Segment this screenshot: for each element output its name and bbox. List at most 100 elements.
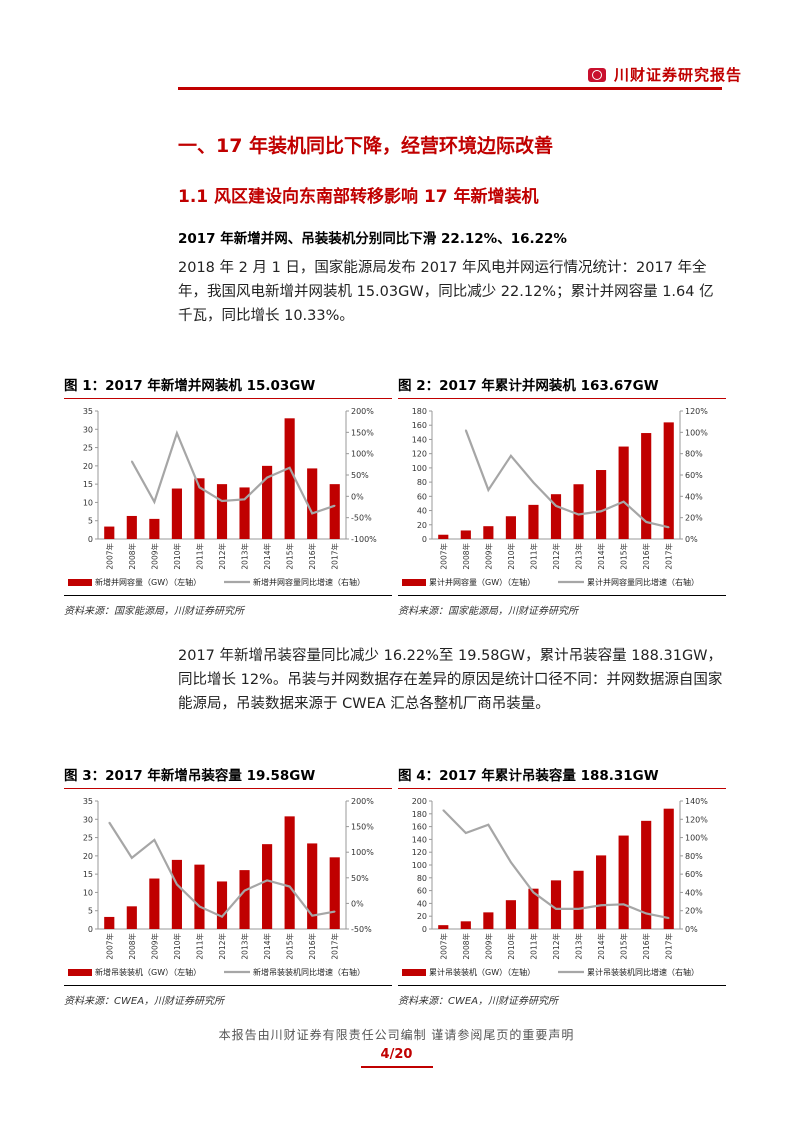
bar bbox=[438, 534, 449, 539]
x-tick-label: 2017年 bbox=[330, 933, 340, 960]
x-tick-label: 2016年 bbox=[641, 543, 651, 570]
x-tick-label: 2016年 bbox=[307, 543, 317, 570]
bar bbox=[284, 816, 295, 929]
y-tick-label: 60 bbox=[417, 887, 427, 896]
x-tick-label: 2008年 bbox=[127, 543, 137, 570]
y2-tick-label: -50% bbox=[351, 925, 372, 934]
line-point bbox=[198, 905, 201, 908]
y2-tick-label: -100% bbox=[351, 535, 377, 544]
x-tick-label: 2015年 bbox=[285, 933, 295, 960]
bar bbox=[104, 916, 115, 929]
report-header: 川财证券研究报告 bbox=[588, 64, 742, 85]
y-tick-label: 120 bbox=[412, 450, 427, 459]
y-tick-label: 15 bbox=[83, 480, 93, 489]
bar bbox=[505, 516, 516, 539]
x-tick-label: 2009年 bbox=[149, 933, 159, 960]
y-tick-label: 60 bbox=[417, 492, 427, 501]
line-point bbox=[645, 521, 647, 523]
legend-bar-swatch bbox=[68, 579, 92, 586]
y-tick-label: 25 bbox=[83, 444, 93, 453]
line-point bbox=[153, 501, 156, 503]
bar bbox=[596, 855, 607, 929]
chart-cumulative-grid-capacity: 0 20 40 60 80 100 120 140 160 180 0% 20% 40% 60% 80% 10… bbox=[402, 407, 708, 587]
y2-tick-label: 20% bbox=[685, 514, 703, 523]
y2-tick-label: 60% bbox=[685, 870, 703, 879]
x-tick-label: 2007年 bbox=[104, 933, 114, 960]
paragraph-2: 2017 年新增吊装容量同比减少 16.22%至 19.58GW，累计吊装容量 … bbox=[178, 648, 723, 712]
y-tick-label: 35 bbox=[83, 407, 93, 416]
y-tick-label: 160 bbox=[412, 421, 427, 430]
y-tick-label: 80 bbox=[417, 874, 427, 883]
bar bbox=[216, 881, 228, 929]
bar bbox=[596, 470, 607, 539]
y2-tick-label: 0% bbox=[351, 899, 364, 908]
paragraph-heading: 2017 年新增并网、吊装装机分别同比下滑 22.12%、16.22% bbox=[178, 231, 567, 247]
line-point bbox=[532, 891, 535, 894]
bar bbox=[618, 835, 629, 929]
y-tick-label: 0 bbox=[88, 535, 93, 544]
line-point bbox=[600, 904, 602, 907]
x-tick-label: 2017年 bbox=[664, 543, 674, 570]
figure-source: 资料来源：CWEA，川财证券研究所 bbox=[64, 985, 392, 1007]
bar bbox=[239, 487, 250, 539]
x-tick-label: 2015年 bbox=[285, 543, 295, 570]
y-tick-label: 140 bbox=[412, 435, 427, 444]
line-point bbox=[555, 505, 557, 507]
y-tick-label: 0 bbox=[88, 925, 93, 934]
chart-new-grid-capacity: 0 5 10 15 20 25 30 35 -100% -50% 0% 50% 100% 150% 200%… bbox=[68, 407, 377, 587]
bar bbox=[573, 870, 584, 929]
section-heading: 一、17 年装机同比下降，经营环境边际改善 bbox=[178, 135, 554, 157]
x-tick-label: 2010年 bbox=[506, 933, 516, 960]
x-tick-label: 2017年 bbox=[664, 933, 674, 960]
line-point bbox=[288, 885, 291, 888]
y-tick-label: 10 bbox=[83, 498, 93, 507]
bar bbox=[171, 859, 182, 929]
y2-tick-label: 0% bbox=[351, 492, 364, 501]
y-tick-label: 180 bbox=[412, 407, 427, 416]
y-tick-label: 40 bbox=[417, 507, 427, 516]
y2-tick-label: 50% bbox=[351, 471, 369, 480]
bar bbox=[126, 906, 137, 929]
bar bbox=[483, 526, 494, 539]
y-tick-label: 20 bbox=[83, 462, 93, 471]
x-tick-label: 2011年 bbox=[528, 543, 538, 570]
line-point bbox=[487, 823, 490, 826]
y2-tick-label: 100% bbox=[685, 834, 708, 843]
y-tick-label: 100 bbox=[412, 861, 427, 870]
y-tick-label: 200 bbox=[412, 797, 427, 806]
x-tick-label: 2010年 bbox=[172, 543, 182, 570]
bar bbox=[239, 870, 250, 929]
y-tick-label: 20 bbox=[83, 852, 93, 861]
y-tick-label: 25 bbox=[83, 834, 93, 843]
line-point bbox=[487, 489, 490, 491]
x-tick-label: 2011年 bbox=[528, 933, 538, 960]
x-tick-label: 2007年 bbox=[438, 543, 448, 570]
y-tick-label: 20 bbox=[417, 521, 427, 530]
y2-tick-label: 150% bbox=[351, 428, 374, 437]
legend-line-label: 新增并网容量同比增速（右轴） bbox=[253, 577, 365, 587]
brand-title: 川财证券研究报告 bbox=[614, 66, 743, 84]
legend-bar-label: 新增吊装装机（GW）（左轴） bbox=[95, 967, 201, 977]
y2-tick-label: 100% bbox=[351, 848, 374, 857]
x-tick-label: 2013年 bbox=[240, 933, 250, 960]
x-tick-label: 2014年 bbox=[262, 543, 272, 570]
line-point bbox=[153, 839, 156, 841]
line-point bbox=[131, 857, 133, 859]
line-point bbox=[667, 917, 670, 919]
bar bbox=[126, 515, 137, 539]
line-point bbox=[108, 821, 111, 824]
bar bbox=[550, 494, 562, 539]
line-point bbox=[532, 481, 535, 484]
x-tick-label: 2012年 bbox=[551, 933, 561, 960]
legend-bar-label: 累计并网容量（GW）（左轴） bbox=[429, 577, 535, 587]
bar bbox=[438, 925, 449, 929]
line-point bbox=[510, 861, 512, 864]
bar bbox=[641, 433, 652, 539]
legend-bar-label: 新增并网容量（GW）（左轴） bbox=[95, 577, 201, 587]
y-tick-label: 40 bbox=[417, 899, 427, 908]
page-number-underline bbox=[361, 1066, 433, 1068]
y2-tick-label: 60% bbox=[685, 471, 703, 480]
y2-tick-label: 150% bbox=[351, 823, 374, 832]
line-point bbox=[266, 879, 268, 882]
y-tick-label: 5 bbox=[88, 907, 93, 916]
